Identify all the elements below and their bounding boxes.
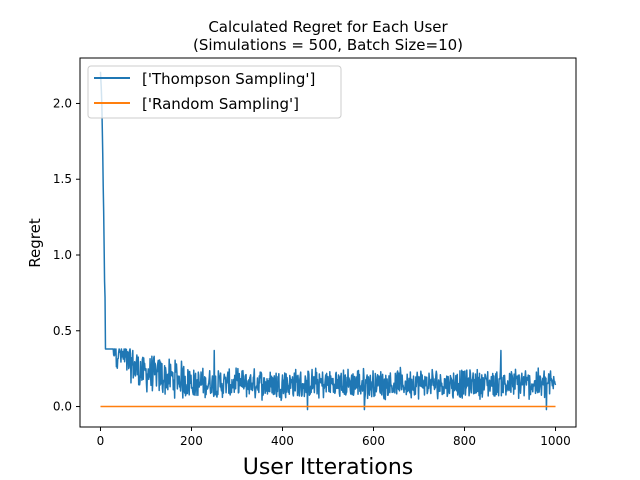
- series-thompson-sampling-line: [99, 71, 557, 411]
- y-tick-label: 1.0: [53, 248, 72, 262]
- y-tick-label: 1.5: [53, 172, 72, 186]
- x-tick-label: 400: [271, 434, 294, 448]
- x-axis-label: User Itterations: [243, 455, 414, 480]
- x-tick-label: 600: [362, 434, 385, 448]
- y-tick-label: 2.0: [53, 96, 72, 110]
- axes-frame: [79, 57, 577, 428]
- chart-title: Calculated Regret for Each User: [208, 18, 448, 36]
- y-axis-label: Regret: [26, 218, 44, 268]
- x-axis-ticks: 0 200 400 600 800 1000: [97, 427, 571, 448]
- series-layer: [99, 71, 557, 411]
- x-tick-label: 0: [97, 434, 105, 448]
- x-tick-label: 1000: [540, 434, 571, 448]
- legend-box: [87, 65, 342, 119]
- y-tick-label: 0.5: [53, 324, 72, 338]
- legend: ['Thompson Sampling'] ['Random Sampling'…: [87, 65, 342, 119]
- y-tick-label: 0.0: [53, 400, 72, 414]
- chart-subtitle: (Simulations = 500, Batch Size=10): [193, 36, 463, 54]
- legend-label-random: ['Random Sampling']: [142, 95, 299, 113]
- x-tick-label: 200: [180, 434, 203, 448]
- legend-label-thompson: ['Thompson Sampling']: [142, 70, 315, 88]
- x-tick-label: 800: [453, 434, 476, 448]
- y-axis-ticks: 0.0 0.5 1.0 1.5 2.0: [53, 96, 80, 414]
